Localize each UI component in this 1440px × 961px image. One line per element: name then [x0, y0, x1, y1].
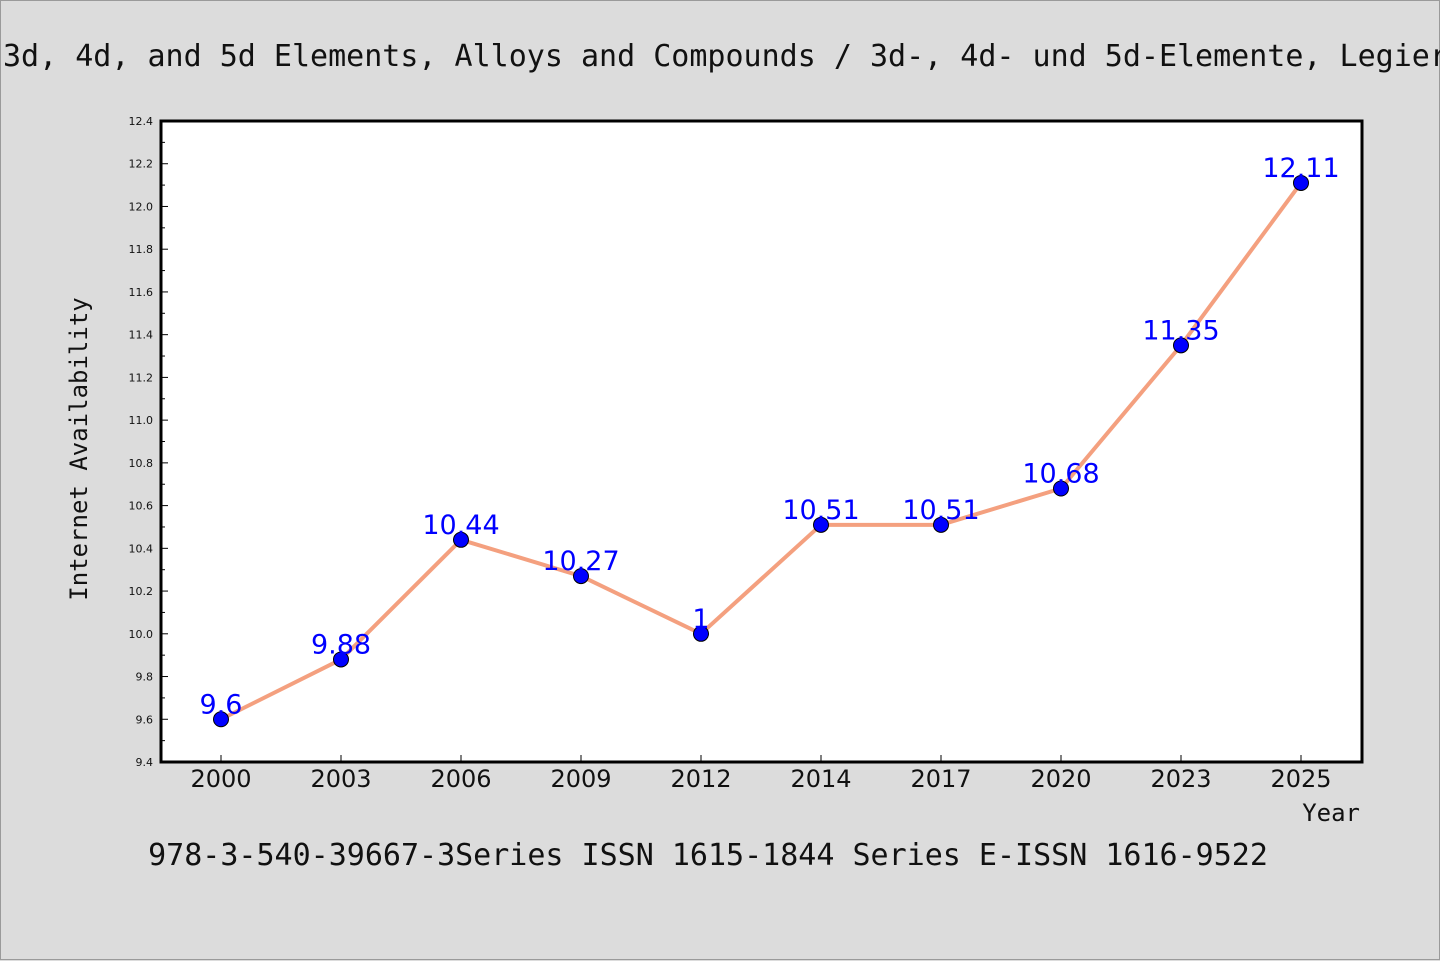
data-point — [813, 516, 829, 533]
chart-footer: 978-3-540-39667-3Series ISSN 1615-1844 S… — [148, 838, 1268, 873]
y-tick-label: 10.2 — [129, 585, 154, 598]
data-label: 9.6 — [200, 689, 243, 720]
data-point — [573, 568, 589, 585]
data-label: 10.68 — [1022, 459, 1099, 490]
y-tick-label: 11.6 — [129, 286, 154, 299]
data-label: 9.88 — [311, 629, 371, 660]
y-tick-label: 10.8 — [129, 457, 154, 470]
data-label: 10.44 — [422, 510, 499, 541]
y-tick-label: 9.8 — [136, 671, 154, 684]
y-tick-label: 12.2 — [129, 158, 154, 171]
x-tick-label: 2020 — [1030, 765, 1091, 793]
y-tick-label: 11.0 — [129, 414, 154, 427]
x-axis-label: Year — [1302, 799, 1360, 827]
data-label: 10.51 — [902, 495, 979, 526]
y-tick-label: 11.4 — [129, 329, 154, 342]
y-tick-label: 10.0 — [129, 628, 154, 641]
x-tick-label: 2025 — [1270, 765, 1331, 793]
data-point — [933, 516, 949, 533]
x-axis: 2000 2003 2006 2009 2012 2014 2017 2020 2023 2025 — [190, 755, 1332, 793]
series-line — [220, 181, 1303, 722]
x-tick-label: 2003 — [310, 765, 371, 793]
data-point — [1173, 337, 1189, 354]
x-tick-label: 2000 — [190, 765, 251, 793]
data-point — [1053, 480, 1069, 497]
y-tick-label: 11.2 — [129, 371, 154, 384]
data-label: 11.35 — [1142, 315, 1219, 346]
data-label: 10.27 — [542, 546, 619, 577]
x-tick-label: 2023 — [1150, 765, 1211, 793]
x-tick-label: 2014 — [790, 765, 851, 793]
y-tick-label: 12.4 — [129, 115, 154, 128]
y-tick-label: 10.6 — [129, 500, 154, 513]
data-point — [213, 711, 229, 728]
y-tick-label: 9.6 — [136, 713, 154, 726]
x-tick-label: 2012 — [670, 765, 731, 793]
x-tick-label: 2006 — [430, 765, 491, 793]
chart-title: 3d, 4d, and 5d Elements, Alloys and Comp… — [3, 39, 1440, 74]
y-tick-label: 9.4 — [136, 756, 154, 769]
data-point — [693, 625, 709, 642]
y-tick-label: 11.8 — [129, 243, 154, 256]
data-point — [333, 651, 349, 668]
x-tick-label: 2017 — [910, 765, 971, 793]
y-tick-label: 12.0 — [129, 200, 154, 213]
data-point — [1293, 174, 1309, 191]
y-axis-label: Internet Availability — [65, 297, 93, 600]
plot-area — [159, 119, 1364, 764]
data-label: 12.11 — [1262, 153, 1339, 184]
y-axis: 9.4 9.6 9.8 10.0 10.2 10.4 10.6 10.8 11.0 11.2 11.… — [129, 115, 168, 769]
data-label: 10.51 — [782, 495, 859, 526]
y-tick-label: 10.4 — [129, 542, 154, 555]
data-point — [453, 531, 469, 548]
series-layer: 9.6 9.88 10.44 10.27 1 10.51 10.51 10.68 11.35 12… — [200, 153, 1340, 728]
data-label: 1 — [692, 604, 709, 635]
x-tick-label: 2009 — [550, 765, 611, 793]
